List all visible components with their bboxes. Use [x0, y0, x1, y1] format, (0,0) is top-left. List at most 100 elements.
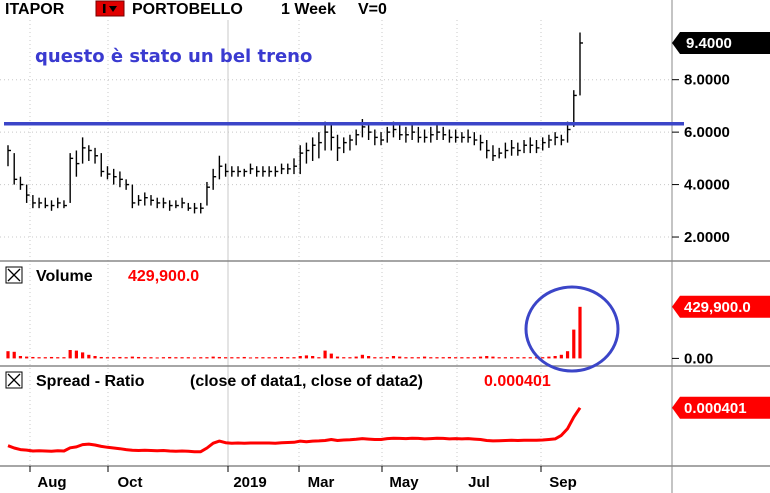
close-panel-button[interactable] — [5, 371, 23, 389]
price-bar — [430, 126, 434, 143]
volume-bar — [192, 357, 197, 359]
volume-bar — [460, 357, 464, 359]
price-bar — [175, 200, 179, 209]
price-bar — [374, 129, 378, 146]
volume-bar — [31, 356, 35, 359]
price-bar — [44, 197, 49, 209]
price-bar — [535, 140, 540, 154]
price-bar — [131, 184, 136, 209]
price-bar — [560, 134, 565, 146]
highlight-circle — [524, 285, 620, 373]
volume-bar — [292, 357, 296, 359]
price-bar — [479, 134, 484, 151]
volume-bar — [354, 356, 358, 359]
price-bars — [7, 32, 583, 214]
volume-bar — [578, 306, 582, 359]
volume-bar — [311, 356, 315, 359]
price-bar — [125, 179, 130, 190]
spread-title: Spread - Ratio — [36, 373, 145, 390]
last-volume-tag — [672, 295, 770, 318]
price-bar — [411, 124, 416, 140]
volume-bar — [224, 357, 228, 359]
volume-bar — [286, 357, 290, 359]
volume-bar — [410, 357, 414, 359]
volume-bar — [317, 357, 321, 359]
price-bar — [262, 166, 266, 177]
x-tick-label: Mar — [308, 474, 335, 491]
price-bar — [367, 124, 372, 140]
volume-bar — [485, 356, 489, 359]
volume-bar — [447, 356, 452, 359]
volume-bar — [323, 350, 327, 359]
volume-bar — [205, 357, 209, 359]
x-tick-label: Aug — [37, 474, 66, 491]
volume-bar — [429, 357, 433, 359]
y-tick-label: 4.0000 — [684, 177, 730, 194]
price-bar — [112, 168, 117, 185]
price-bar — [144, 192, 148, 206]
price-bar — [436, 124, 440, 140]
instrument-name: PORTOBELLO — [132, 1, 243, 18]
x-tick-label: May — [389, 474, 419, 491]
price-bar — [150, 195, 154, 206]
volume-bar — [180, 357, 184, 359]
price-bar — [548, 134, 552, 148]
last-spread-label: 0.000401 — [684, 400, 747, 417]
price-bar — [343, 137, 347, 154]
x-tick-label: Oct — [117, 474, 142, 491]
interval-label: 1 Week — [281, 1, 336, 18]
price-bar — [579, 32, 583, 96]
price-bar — [63, 200, 67, 209]
close-icon — [7, 268, 21, 282]
price-bar — [200, 202, 204, 214]
volume-bar — [435, 357, 439, 359]
gridlines — [0, 20, 672, 466]
volume-bar — [267, 357, 271, 359]
price-bar — [492, 145, 496, 161]
volume-bar — [510, 357, 514, 359]
price-bar — [318, 132, 322, 159]
volume-bar — [81, 352, 85, 359]
price-header: ITAPOR PORTOBELLO 1 Week V=0 — [5, 0, 387, 18]
chart-menu-button[interactable] — [95, 0, 125, 17]
volume-bar — [304, 355, 309, 359]
volume-bar — [528, 357, 532, 359]
spread-line — [7, 406, 582, 454]
volume-bar — [112, 357, 116, 359]
last-price-label: 9.4000 — [686, 35, 732, 52]
volume-bar — [553, 356, 557, 359]
volume-bar — [491, 356, 495, 359]
volume-bar — [441, 357, 445, 359]
volume-bar — [236, 357, 240, 359]
volume-bar — [68, 350, 72, 359]
volume-bar — [255, 357, 259, 359]
price-bar — [442, 126, 447, 140]
price-bar — [293, 158, 297, 175]
last-volume-label: 429,900.0 — [684, 299, 751, 316]
price-bar — [231, 166, 235, 177]
menu-button-box[interactable] — [95, 0, 125, 17]
volume-bar — [118, 356, 122, 359]
price-bar — [510, 140, 515, 156]
volume-bar — [168, 356, 172, 359]
price-bar — [212, 168, 217, 190]
volume-bar — [161, 357, 166, 359]
volume-bar — [273, 357, 277, 359]
price-bar — [529, 137, 534, 154]
x-tick-label: Sep — [549, 474, 577, 491]
price-bar — [13, 153, 18, 185]
volume-bar — [248, 357, 253, 359]
price-bar — [448, 129, 453, 143]
price-bar — [405, 126, 409, 143]
price-bar — [299, 145, 304, 175]
price-bar — [324, 121, 329, 151]
price-bar — [280, 163, 285, 175]
price-bar — [94, 147, 99, 164]
volume-bar — [541, 357, 545, 359]
close-panel-button[interactable] — [5, 266, 23, 284]
volume-bar — [348, 357, 352, 359]
volume-bar — [155, 357, 159, 359]
volume-bar — [516, 357, 520, 359]
volume-bar — [565, 351, 570, 359]
